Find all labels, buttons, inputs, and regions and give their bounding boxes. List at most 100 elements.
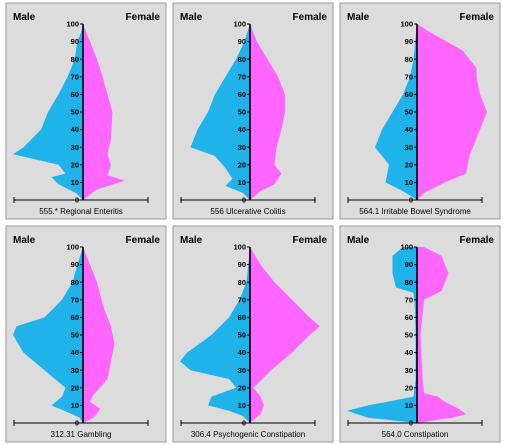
male-distribution-area [13,24,83,200]
y-tick-label: 30 [238,366,246,375]
y-tick-label: 10 [71,401,79,410]
female-distribution-area [417,247,466,423]
y-tick-label: 50 [405,331,413,340]
chart-panel: 0 10 20 30 40 50 60 70 80 90 100 Male Female 312.31 G… [5,225,167,443]
male-header-label: Male [180,235,203,246]
y-tick-label: 80 [71,55,79,64]
y-tick-label: 50 [71,108,79,117]
y-tick-label: 60 [405,313,413,322]
female-header-label: Female [293,235,328,246]
y-tick-label: 20 [71,383,79,392]
y-tick-label: 100 [400,243,413,252]
y-tick-label: 70 [405,72,413,81]
y-tick-label: 10 [238,401,246,410]
y-tick-label: 90 [238,260,246,269]
y-tick-label: 80 [238,55,246,64]
y-tick-label: 20 [405,383,413,392]
y-tick-label: 10 [405,178,413,187]
female-header-label: Female [460,235,495,246]
y-tick-label: 60 [71,313,79,322]
y-tick-label: 10 [71,178,79,187]
female-header-label: Female [460,12,495,23]
male-header-label: Male [13,12,36,23]
y-tick-label: 100 [233,20,246,29]
male-header-label: Male [180,12,203,23]
y-tick-label: 0 [242,419,246,428]
y-tick-label: 10 [238,178,246,187]
y-tick-label: 90 [405,260,413,269]
y-tick-label: 0 [409,419,413,428]
y-tick-label: 30 [238,143,246,152]
y-tick-label: 40 [238,125,246,134]
y-tick-label: 60 [238,313,246,322]
y-tick-label: 40 [71,348,79,357]
female-header-label: Female [126,235,161,246]
chart-title: 306.4 Psychogenic Constipation [191,430,305,439]
female-distribution-area [83,24,125,200]
y-tick-label: 20 [405,160,413,169]
y-tick-label: 70 [71,72,79,81]
male-header-label: Male [347,235,370,246]
chart-panel: 0 10 20 30 40 50 60 70 80 90 100 Male Female 556 Ulce… [172,2,334,220]
y-tick-label: 10 [405,401,413,410]
female-header-label: Female [293,12,328,23]
y-tick-label: 30 [405,143,413,152]
y-tick-label: 40 [71,125,79,134]
y-tick-label: 100 [400,20,413,29]
y-tick-label: 0 [409,196,413,205]
y-tick-label: 90 [71,37,79,46]
y-tick-label: 70 [71,295,79,304]
chart-panel: 0 10 20 30 40 50 60 70 80 90 100 Male Female 564.1 Ir… [339,2,501,220]
female-distribution-area [250,24,285,200]
y-tick-label: 70 [405,295,413,304]
y-tick-label: 80 [405,278,413,287]
chart-panel: 0 10 20 30 40 50 60 70 80 90 100 Male Female 555.* Re… [5,2,167,220]
y-tick-label: 50 [238,108,246,117]
male-distribution-area [190,24,250,200]
y-tick-label: 70 [238,72,246,81]
y-tick-label: 30 [405,366,413,375]
female-header-label: Female [126,12,161,23]
chart-title: 555.* Regional Enteritis [39,207,123,216]
chart-panel: 0 10 20 30 40 50 60 70 80 90 100 Male Female 564.0 Co… [339,225,501,443]
y-tick-label: 80 [405,55,413,64]
chart-title: 564.1 Irritable Bowel Syndrome [359,207,471,216]
male-header-label: Male [347,12,370,23]
y-tick-label: 40 [405,125,413,134]
y-tick-label: 60 [405,90,413,99]
chart-title: 556 Ulcerative Colitis [210,207,285,216]
y-tick-label: 0 [242,196,246,205]
female-distribution-area [417,24,487,200]
y-tick-label: 90 [405,37,413,46]
y-tick-label: 100 [233,243,246,252]
y-tick-label: 90 [71,260,79,269]
male-distribution-area [13,247,83,423]
y-tick-label: 40 [238,348,246,357]
y-tick-label: 20 [238,160,246,169]
y-tick-label: 60 [238,90,246,99]
y-tick-label: 30 [71,143,79,152]
y-tick-label: 60 [71,90,79,99]
y-tick-label: 20 [71,160,79,169]
y-tick-label: 30 [71,366,79,375]
y-tick-label: 100 [66,243,79,252]
y-tick-label: 50 [238,331,246,340]
y-tick-label: 70 [238,295,246,304]
y-tick-label: 90 [238,37,246,46]
chart-panel: 0 10 20 30 40 50 60 70 80 90 100 Male Female 306.4 Ps… [172,225,334,443]
male-header-label: Male [13,235,36,246]
male-distribution-area [180,247,250,423]
y-tick-label: 0 [75,196,79,205]
chart-title: 564.0 Constipation [382,430,449,439]
female-distribution-area [83,247,115,423]
y-tick-label: 50 [405,108,413,117]
y-tick-label: 0 [75,419,79,428]
y-tick-label: 80 [238,278,246,287]
male-distribution-area [347,247,417,423]
y-tick-label: 80 [71,278,79,287]
y-tick-label: 40 [405,348,413,357]
y-tick-label: 50 [71,331,79,340]
female-distribution-area [250,247,320,423]
y-tick-label: 20 [238,383,246,392]
